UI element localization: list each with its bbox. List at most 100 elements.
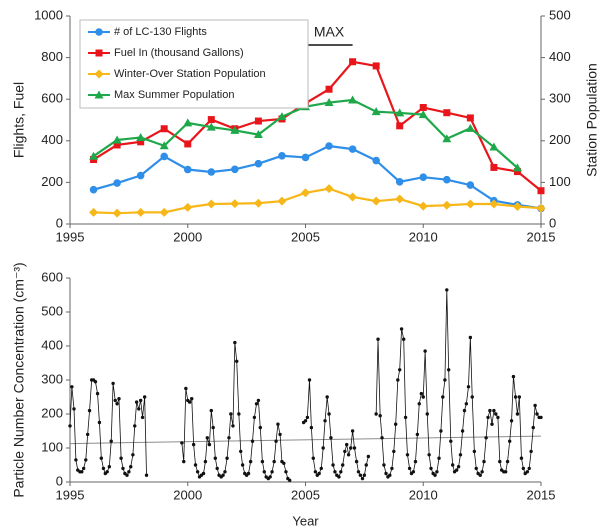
marker xyxy=(160,125,168,133)
marker xyxy=(159,207,169,217)
marker xyxy=(252,415,257,420)
marker xyxy=(233,340,237,345)
marker xyxy=(429,466,433,471)
y-axis-label: Particle Number Concentration (cm⁻³) xyxy=(11,262,27,497)
x-tick-label: 2000 xyxy=(173,487,202,502)
marker xyxy=(349,446,353,450)
marker xyxy=(93,380,98,384)
marker xyxy=(223,470,227,474)
marker xyxy=(512,163,522,172)
marker xyxy=(101,466,106,471)
series-line xyxy=(92,60,542,192)
x-tick-label: 2005 xyxy=(291,229,320,244)
marker xyxy=(260,459,265,464)
annotation: MAX xyxy=(314,24,345,40)
x-tick-label: 2015 xyxy=(527,229,556,244)
marker xyxy=(505,459,510,464)
y-tick-label: 100 xyxy=(41,439,63,454)
marker xyxy=(319,466,323,471)
marker xyxy=(254,159,263,168)
marker xyxy=(107,465,112,469)
marker xyxy=(207,116,215,124)
marker xyxy=(305,415,310,420)
marker xyxy=(89,151,99,160)
marker xyxy=(372,156,380,165)
marker xyxy=(474,466,478,471)
marker xyxy=(112,208,122,218)
marker xyxy=(378,414,382,418)
marker xyxy=(240,463,245,467)
marker xyxy=(229,412,233,416)
marker xyxy=(203,459,208,464)
y-tick-label: 200 xyxy=(41,405,63,420)
marker xyxy=(258,425,262,430)
marker xyxy=(507,439,512,443)
marker xyxy=(144,473,149,477)
marker xyxy=(253,130,263,139)
marker xyxy=(372,62,380,70)
marker xyxy=(349,58,357,66)
marker xyxy=(443,378,447,382)
y2-tick-label: 400 xyxy=(549,49,571,64)
marker xyxy=(509,419,514,423)
marker xyxy=(183,165,192,174)
marker xyxy=(515,412,520,416)
marker xyxy=(419,391,424,396)
marker xyxy=(284,470,288,474)
marker xyxy=(519,456,524,460)
marker xyxy=(184,386,188,391)
marker xyxy=(215,466,219,471)
marker xyxy=(480,470,484,474)
marker xyxy=(113,141,121,149)
marker xyxy=(354,459,359,464)
marker xyxy=(324,184,334,194)
marker xyxy=(127,470,131,474)
marker xyxy=(256,398,261,403)
legend-label: Winter-Over Station Population xyxy=(114,68,266,80)
legend-marker xyxy=(94,90,104,99)
marker xyxy=(321,446,325,450)
marker xyxy=(250,439,255,443)
marker xyxy=(206,122,216,131)
marker xyxy=(191,442,196,447)
marker xyxy=(111,381,115,386)
marker xyxy=(489,142,499,151)
marker xyxy=(270,470,274,474)
marker xyxy=(415,432,420,437)
marker xyxy=(230,199,240,209)
marker xyxy=(417,402,421,406)
marker xyxy=(343,449,347,454)
marker xyxy=(465,123,475,132)
marker xyxy=(460,429,465,433)
marker xyxy=(70,385,74,389)
marker xyxy=(425,412,429,416)
marker xyxy=(74,458,78,462)
marker xyxy=(195,470,200,474)
marker xyxy=(517,395,522,399)
marker xyxy=(435,470,439,474)
marker xyxy=(396,122,404,130)
marker xyxy=(384,471,388,476)
marker xyxy=(278,151,286,160)
y-tick-label: 600 xyxy=(41,269,63,284)
marker xyxy=(352,446,357,450)
marker xyxy=(325,395,329,399)
marker xyxy=(462,408,467,413)
y-tick-label: 0 xyxy=(56,473,63,488)
marker xyxy=(392,449,396,454)
marker xyxy=(227,436,231,440)
marker xyxy=(307,378,312,382)
marker xyxy=(450,463,455,467)
trend-line xyxy=(69,435,542,445)
marker xyxy=(325,142,333,150)
y2-tick-label: 0 xyxy=(549,215,556,230)
marker xyxy=(442,134,452,143)
marker xyxy=(205,436,209,440)
marker xyxy=(97,420,102,425)
marker xyxy=(134,400,139,404)
x-tick-label: 1995 xyxy=(56,487,85,502)
marker xyxy=(398,368,402,372)
marker xyxy=(254,117,262,125)
marker xyxy=(182,459,186,464)
marker xyxy=(235,359,239,363)
